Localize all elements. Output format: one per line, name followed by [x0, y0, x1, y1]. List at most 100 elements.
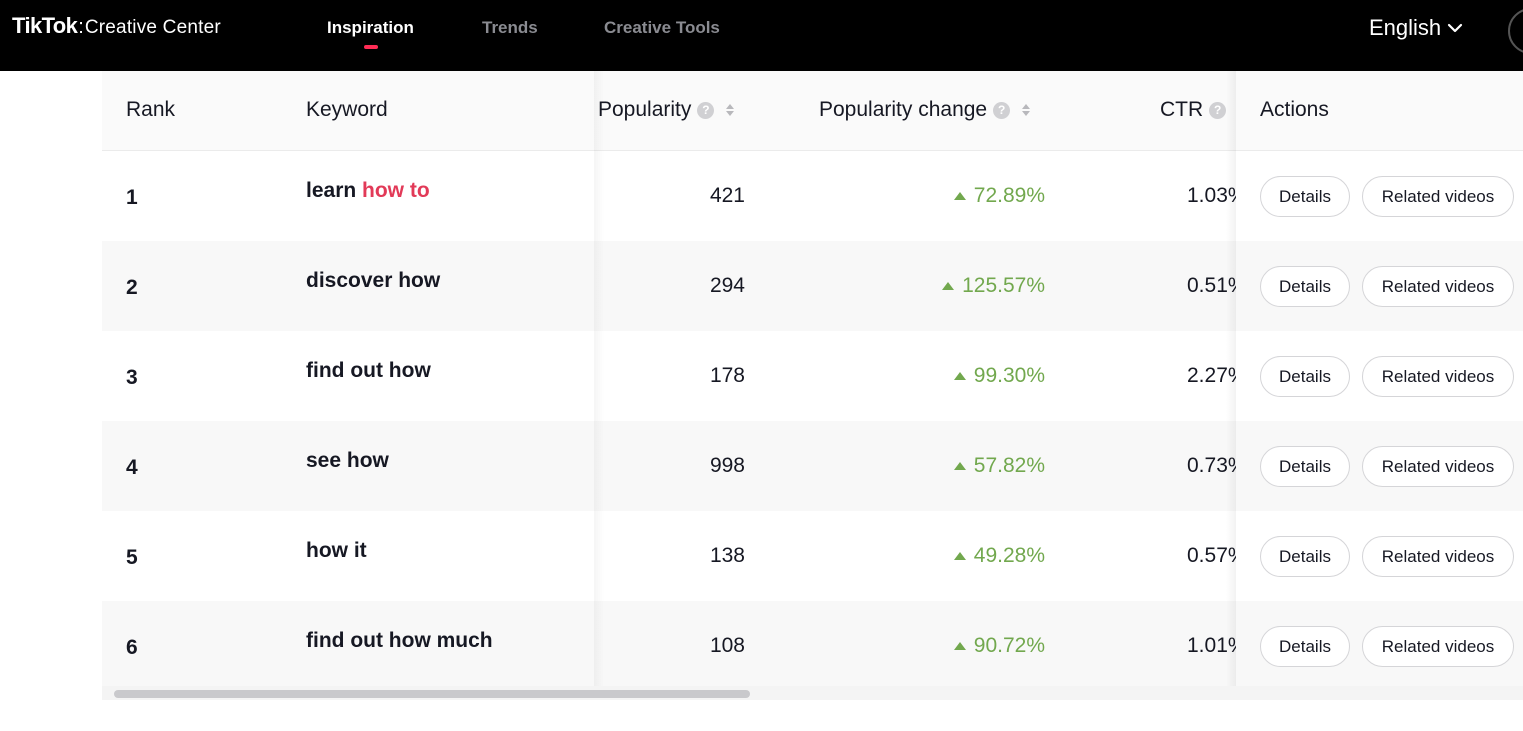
actions-cell: Details Related videos: [1236, 511, 1523, 601]
sort-icon[interactable]: [726, 104, 735, 116]
keyword-cell: discover how: [306, 269, 440, 293]
language-selector[interactable]: English: [1369, 15, 1463, 41]
actions-cell: Details Related videos: [1236, 151, 1523, 241]
keyword-cell: how it: [306, 539, 367, 563]
keyword-text: find out how much: [306, 629, 493, 652]
rank-cell: 2: [126, 276, 138, 299]
ctr-cell: 2.27%: [1187, 364, 1237, 387]
details-button[interactable]: Details: [1260, 536, 1350, 577]
chevron-down-icon: [1448, 23, 1463, 33]
rank-cell: 4: [126, 456, 138, 479]
change-value: 90.72%: [973, 634, 1045, 657]
actions-column: Actions Details Related videos Details R…: [1226, 71, 1523, 691]
change-value: 99.30%: [973, 364, 1045, 387]
change-value: 72.89%: [973, 184, 1045, 207]
trend-up-icon: [953, 192, 966, 200]
popularity-cell: 998: [709, 454, 745, 477]
column-label: Popularity change: [819, 98, 988, 121]
details-button[interactable]: Details: [1260, 176, 1350, 217]
keyword-text: how it: [306, 539, 367, 562]
nav-inspiration[interactable]: Inspiration: [327, 18, 414, 37]
help-icon[interactable]: ?: [1209, 101, 1227, 119]
column-label: Actions: [1260, 98, 1329, 121]
popularity-cell: 294: [709, 274, 745, 297]
logo-separator: :: [78, 16, 84, 38]
popularity-cell: 421: [709, 184, 745, 207]
keyword-text: see how: [306, 449, 389, 472]
actions-cell: Details Related videos: [1236, 601, 1523, 691]
related-videos-button[interactable]: Related videos: [1362, 176, 1514, 217]
related-videos-button[interactable]: Related videos: [1362, 266, 1514, 307]
actions-cell: Details Related videos: [1236, 331, 1523, 421]
nav-trends[interactable]: Trends: [482, 18, 538, 37]
ctr-cell: 0.57%: [1187, 544, 1237, 567]
column-header-ctr: CTR ?: [1160, 98, 1227, 122]
nav-creative-tools[interactable]: Creative Tools: [604, 18, 720, 37]
related-videos-button[interactable]: Related videos: [1362, 446, 1514, 487]
help-icon[interactable]: ?: [993, 101, 1011, 119]
trend-up-icon: [953, 642, 966, 650]
popularity-change-cell: 90.72%: [953, 634, 1045, 658]
trend-up-icon: [942, 282, 955, 290]
rank-cell: 6: [126, 636, 138, 659]
ctr-cell: 0.51%: [1187, 274, 1237, 297]
top-nav-bar: TikTok:Creative Center Inspiration Trend…: [0, 0, 1523, 71]
sticky-column-shadow: [594, 71, 604, 691]
change-value: 49.28%: [973, 544, 1045, 567]
column-label: Keyword: [306, 98, 388, 121]
change-value: 125.57%: [962, 274, 1045, 297]
popularity-cell: 108: [709, 634, 745, 657]
user-avatar[interactable]: [1508, 8, 1523, 54]
logo-brand: TikTok: [12, 13, 78, 38]
column-header-rank: Rank: [126, 98, 175, 122]
keyword-table: Rank Keyword Popularity ? Popularity cha…: [102, 71, 1523, 691]
keyword-cell: find out how: [306, 359, 431, 383]
column-label: Popularity: [598, 98, 692, 121]
change-value: 57.82%: [973, 454, 1045, 477]
nav-active-indicator: [364, 45, 378, 49]
column-label: Rank: [126, 98, 176, 121]
popularity-change-cell: 72.89%: [953, 184, 1045, 208]
column-header-actions: Actions: [1236, 71, 1523, 151]
trend-up-icon: [953, 372, 966, 380]
popularity-change-cell: 49.28%: [953, 544, 1045, 568]
keyword-cell: learn how to: [306, 179, 430, 203]
trend-up-icon: [953, 462, 966, 470]
table-row: 1 learn how to 421 72.89% 1.03%: [102, 151, 1523, 241]
keyword-text: find out how: [306, 359, 431, 382]
ctr-cell: 1.01%: [1187, 634, 1237, 657]
language-label: English: [1369, 15, 1442, 40]
related-videos-button[interactable]: Related videos: [1362, 536, 1514, 577]
popularity-cell: 138: [709, 544, 745, 567]
column-header-popularity-change[interactable]: Popularity change ?: [819, 98, 1031, 122]
logo-product: Creative Center: [84, 17, 221, 38]
keyword-highlight: how to: [362, 179, 430, 202]
sort-icon[interactable]: [1022, 104, 1031, 116]
rank-cell: 5: [126, 546, 138, 569]
horizontal-scrollbar-thumb[interactable]: [114, 690, 750, 698]
actions-cell: Details Related videos: [1236, 241, 1523, 331]
details-button[interactable]: Details: [1260, 356, 1350, 397]
keyword-text: discover how: [306, 269, 441, 292]
keyword-cell: find out how much: [306, 629, 493, 653]
column-header-keyword: Keyword: [306, 98, 388, 122]
trend-up-icon: [953, 552, 966, 560]
popularity-change-cell: 125.57%: [942, 274, 1045, 298]
rank-cell: 1: [126, 186, 138, 209]
related-videos-button[interactable]: Related videos: [1362, 626, 1514, 667]
details-button[interactable]: Details: [1260, 626, 1350, 667]
tiktok-creative-center-logo[interactable]: TikTok:Creative Center: [12, 13, 221, 39]
ctr-cell: 1.03%: [1187, 184, 1237, 207]
help-icon[interactable]: ?: [697, 101, 715, 119]
column-header-popularity[interactable]: Popularity ?: [598, 98, 735, 122]
column-label: CTR: [1160, 98, 1204, 121]
related-videos-button[interactable]: Related videos: [1362, 356, 1514, 397]
popularity-cell: 178: [709, 364, 745, 387]
details-button[interactable]: Details: [1260, 446, 1350, 487]
table-row: 5 how it 138 49.28% 0.57%: [102, 511, 1523, 601]
details-button[interactable]: Details: [1260, 266, 1350, 307]
keyword-text: learn: [306, 179, 363, 202]
table-row: 3 find out how 178 99.30% 2.27%: [102, 331, 1523, 421]
rank-cell: 3: [126, 366, 138, 389]
keyword-cell: see how: [306, 449, 389, 473]
